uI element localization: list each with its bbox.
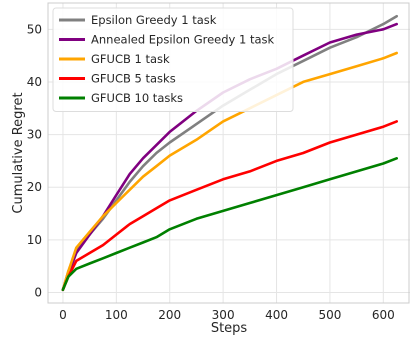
series-line-5 (61, 157, 398, 292)
x-tick-label: 400 (265, 308, 288, 322)
legend: Epsilon Greedy 1 task Annealed Epsilon Gr… (52, 7, 294, 112)
x-tick-label: 200 (158, 308, 181, 322)
series-line-4 (61, 120, 398, 292)
y-tick-label: 10 (27, 233, 42, 247)
y-tick-label: 20 (27, 180, 42, 194)
legend-entry: GFUCB 1 task (91, 52, 170, 66)
x-tick-label: 300 (212, 308, 235, 322)
x-tick-label: 0 (59, 308, 67, 322)
plot-frame (47, 2, 410, 304)
y-tick-label: 0 (34, 285, 42, 299)
y-tick-label: 40 (27, 75, 42, 89)
series-line-2 (61, 22, 398, 292)
x-tick-label: 500 (318, 308, 341, 322)
legend-entry: GFUCB 5 tasks (91, 72, 176, 86)
x-tick-label: 100 (105, 308, 128, 322)
legend-entry: GFUCB 10 tasks (91, 91, 183, 105)
series-line-3 (61, 51, 398, 292)
tick-labels: 0 100 200 300 400 500 600 0 10 20 30 40 50 (27, 22, 395, 322)
x-tick-label: 600 (372, 308, 395, 322)
legend-entry: Epsilon Greedy 1 task (91, 13, 217, 27)
legend-entry: Annealed Epsilon Greedy 1 task (91, 33, 275, 47)
y-axis-label: Cumulative Regret (11, 92, 26, 213)
y-tick-label: 30 (27, 128, 42, 142)
series-lines (61, 14, 398, 292)
legend-box (52, 7, 294, 112)
x-axis-label: Steps (211, 321, 248, 336)
y-tick-label: 50 (27, 22, 42, 36)
